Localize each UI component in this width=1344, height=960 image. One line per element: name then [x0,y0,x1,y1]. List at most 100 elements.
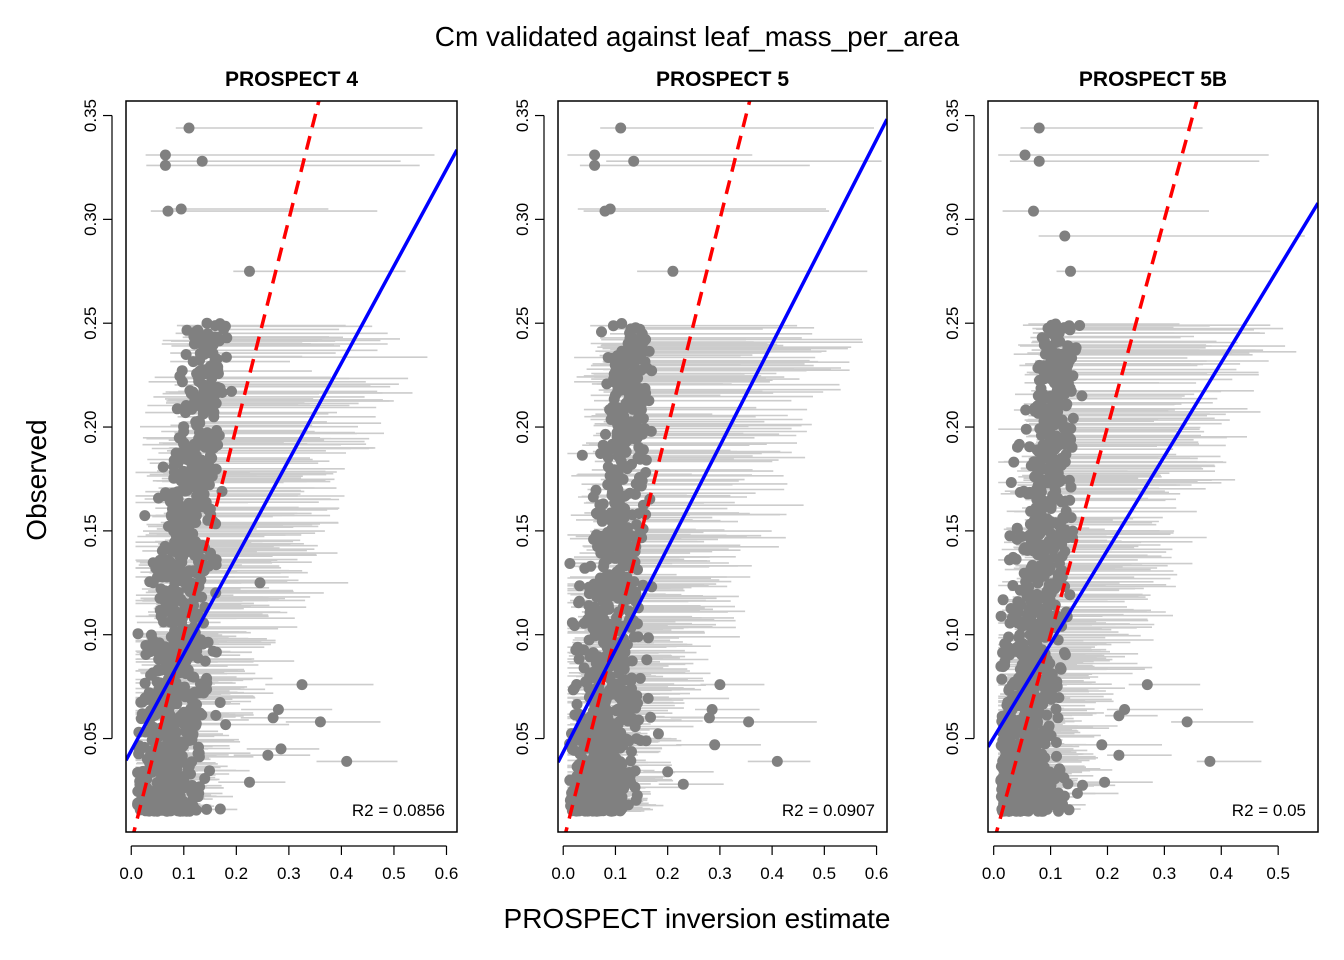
data-point [594,736,606,748]
data-point [198,434,209,446]
x-tick-label: 0.5 [813,864,837,883]
data-point [140,649,152,660]
data-point [136,708,148,720]
data-point [602,774,614,786]
data-point [198,337,210,349]
data-point [1019,586,1031,598]
data-point [267,712,279,724]
x-tick-label: 0.0 [982,864,1006,883]
data-point [618,663,630,675]
data-point [156,609,168,621]
data-point [1030,590,1041,602]
data-point [142,801,154,813]
x-axis: 0.0 0.1 0.2 0.3 0.4 0.5 0.6 [551,845,888,883]
x-tick-label: 0.5 [382,864,406,883]
data-point [596,326,607,338]
data-point [618,523,630,535]
data-point [275,743,287,755]
data-point [1113,710,1125,722]
data-point [607,745,619,757]
regression-line [558,118,887,764]
data-point [185,780,197,792]
data-point [597,595,609,607]
data-point [616,759,628,771]
figure-title: Cm validated against leaf_mass_per_area [435,21,960,52]
data-point [1010,553,1022,565]
data-point [1096,739,1108,751]
data-point [620,700,632,711]
x-tick-label: 0.5 [1266,864,1290,883]
data-point [632,697,643,709]
data-point [585,560,597,572]
y-tick-label: 0.05 [81,722,100,755]
data-point [1000,751,1012,763]
data-point [190,325,202,337]
data-point [160,779,172,791]
data-point [626,458,637,470]
data-point [600,428,611,440]
x-tick-label: 0.2 [225,864,249,883]
data-point [1012,606,1024,618]
data-point [1071,787,1083,799]
data-point [1016,800,1027,812]
x-tick-label: 0.3 [1153,864,1177,883]
data-point [183,758,195,770]
y-tick-label: 0.35 [513,99,532,132]
y-tick-label: 0.20 [943,410,962,443]
data-point [1058,422,1070,434]
data-point [205,344,217,356]
data-point [183,122,195,134]
data-point [159,770,171,782]
x-tick-label: 0.0 [119,864,143,883]
data-point [642,632,654,644]
data-point [183,443,194,454]
data-point [628,631,640,643]
data-point [709,739,721,751]
data-point [603,603,615,615]
y-tick-label: 0.30 [513,203,532,236]
data-point [771,755,783,767]
data-point [190,718,202,730]
data-point [592,651,604,663]
data-point [1032,577,1044,589]
data-point [572,641,584,653]
y-tick-label: 0.15 [943,514,962,547]
one-to-one-line [994,101,1199,832]
data-point [614,420,626,432]
data-point [220,719,232,731]
data-point [1008,456,1020,468]
data-point [634,672,646,684]
data-point [209,331,221,343]
data-point [1044,658,1056,669]
data-point [640,454,652,466]
data-point [609,389,621,401]
data-point [580,799,592,811]
data-point [132,628,144,640]
data-point [605,785,617,797]
data-point [164,755,176,766]
data-point [1039,725,1051,737]
data-point [624,395,636,407]
data-point [598,715,610,727]
data-point [1066,441,1078,453]
panel-title: PROSPECT 5 [656,68,789,91]
data-point [1043,472,1055,484]
data-point [583,600,595,612]
data-point [182,506,194,518]
data-point [1021,744,1033,756]
data-point [1061,398,1073,410]
data-point [1044,589,1055,601]
data-point [583,588,595,600]
x-tick-label: 0.0 [551,864,575,883]
data-point [1059,230,1071,242]
data-point [605,621,616,633]
data-point [214,697,226,708]
data-point [175,547,187,559]
data-point [1065,265,1076,277]
data-point [1046,530,1058,542]
data-point [714,679,726,691]
data-point [1055,663,1067,675]
data-point [706,704,718,715]
data-point [1064,324,1076,336]
